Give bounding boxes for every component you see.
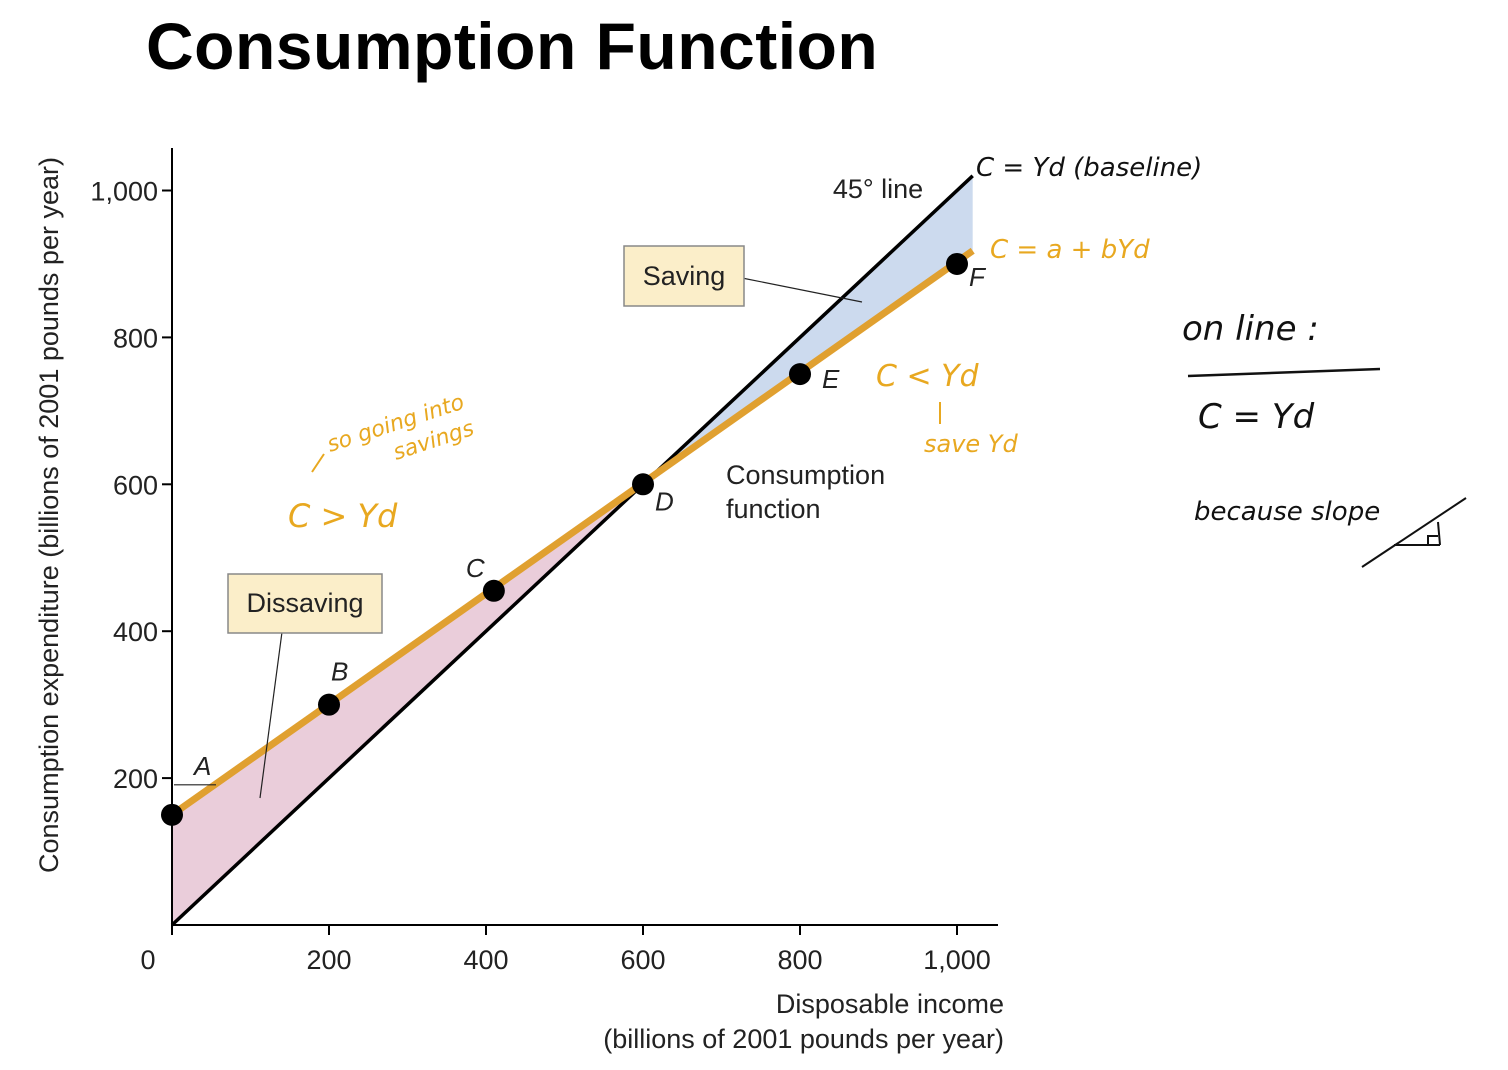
note-save-yd: save Yd	[924, 430, 1018, 458]
note-c-less-than-yd: C < Yd	[876, 359, 979, 394]
note-baseline: C = Yd (baseline)	[976, 153, 1202, 183]
axis-ticks: 0 200 400 600 800 1,000 200 400 600 800 1,000	[90, 177, 990, 976]
point-label-f: F	[969, 262, 987, 292]
y-axis-label: Consumption expenditure (billions of 200…	[34, 157, 64, 873]
consumption-function-label-2: function	[726, 494, 821, 524]
dissaving-pointer	[259, 631, 283, 799]
x-tick-label: 200	[306, 945, 351, 975]
x-axis-label: Disposable income	[776, 989, 1004, 1019]
note-because-slope: because slope	[1194, 497, 1380, 527]
saving-pointer	[741, 277, 863, 303]
page-title: Consumption Function	[146, 9, 879, 83]
y-tick-label: 1,000	[90, 177, 158, 207]
point-label-e: E	[822, 364, 840, 394]
point-label-a: A	[192, 751, 211, 781]
note-divider	[1187, 367, 1381, 378]
note-dash	[311, 453, 325, 473]
point-e	[789, 363, 811, 386]
note-c-equals-yd: C = Yd	[1198, 397, 1315, 437]
x-tick-label: 1,000	[923, 945, 991, 975]
y-tick-label: 800	[113, 323, 158, 353]
x-tick-label: 800	[777, 945, 822, 975]
y-tick-label: 400	[113, 617, 158, 647]
x-tick-label: 400	[463, 945, 508, 975]
x-tick-label: 0	[140, 945, 155, 975]
note-c-greater-than-yd: C > Yd	[288, 497, 398, 535]
x-tick-label: 600	[620, 945, 665, 975]
dissaving-box-label: Dissaving	[246, 588, 363, 618]
saving-box-label: Saving	[643, 261, 726, 291]
line-45-label: 45° line	[833, 174, 923, 204]
note-on-line: on line :	[1182, 309, 1319, 349]
point-label-d: D	[655, 486, 674, 516]
point-label-c: C	[466, 553, 485, 583]
note-consumption-formula: C = a + bYd	[990, 235, 1150, 265]
line-45-degree	[170, 174, 974, 927]
point-label-b: B	[331, 657, 348, 687]
consumption-function-line	[169, 247, 975, 818]
slope-sketch-icon	[1361, 497, 1467, 568]
y-tick-label: 600	[113, 470, 158, 500]
point-f	[946, 252, 968, 275]
saving-box	[623, 245, 745, 307]
data-points: A B C D E F	[161, 252, 987, 826]
consumption-function-label-1: Consumption	[726, 460, 885, 490]
x-axis-label-units: (billions of 2001 pounds per year)	[603, 1024, 1004, 1054]
y-tick-label: 200	[113, 764, 158, 794]
point-c	[482, 579, 505, 602]
point-b	[318, 693, 340, 716]
point-d	[632, 473, 654, 496]
dissaving-box	[227, 573, 383, 634]
point-a	[161, 803, 183, 826]
